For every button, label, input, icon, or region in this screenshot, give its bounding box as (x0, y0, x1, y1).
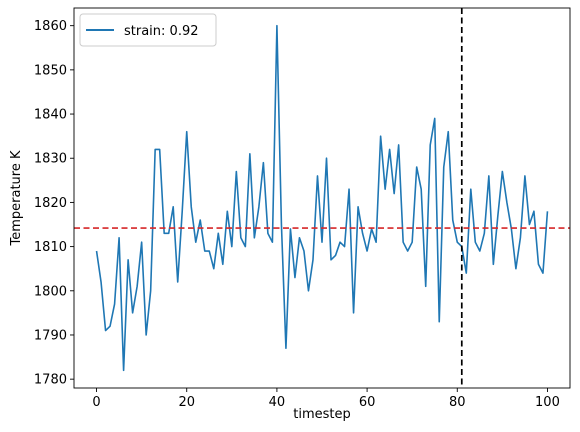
y-tick-label: 1850 (34, 63, 67, 78)
x-axis: 0 20 40 60 80 100 (92, 388, 560, 410)
y-tick-label: 1840 (34, 108, 67, 123)
legend: strain: 0.92 (79, 13, 217, 47)
y-tick-label: 1820 (34, 196, 67, 211)
x-tick-label: 20 (178, 395, 195, 410)
axes-frame (73, 7, 571, 389)
y-tick-label: 1800 (34, 284, 67, 299)
plot-area (95, 24, 549, 372)
series-line-0 (95, 24, 549, 372)
y-tick-label: 1860 (34, 19, 67, 34)
y-tick-label: 1780 (34, 373, 67, 388)
y-tick-label: 1810 (34, 240, 67, 255)
x-tick-label: 0 (92, 395, 100, 410)
y-tick-label: 1790 (34, 328, 67, 343)
y-axis-label: Temperature K (9, 150, 24, 246)
y-axis: 1780 1790 1800 1810 1820 1830 1840 1850 1860 (34, 19, 74, 388)
x-tick-label: 40 (269, 395, 286, 410)
x-axis-label: timestep (293, 407, 351, 422)
x-tick-label: 80 (449, 395, 466, 410)
x-tick-label: 100 (535, 395, 560, 410)
reference-lines (74, 8, 570, 388)
legend-entry: strain: 0.92 (124, 24, 199, 39)
legend-box (79, 13, 217, 47)
y-tick-label: 1830 (34, 152, 67, 167)
x-tick-label: 60 (359, 395, 376, 410)
